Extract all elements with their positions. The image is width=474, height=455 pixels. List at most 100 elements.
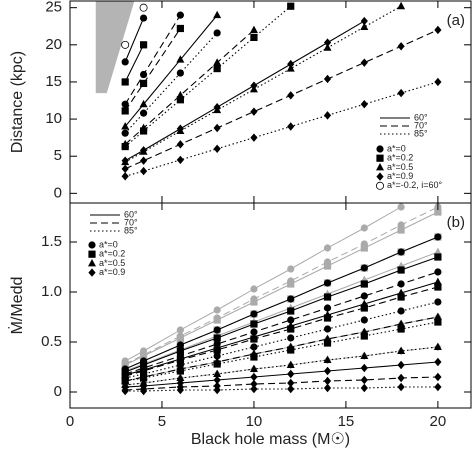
marker <box>434 298 442 306</box>
series-line <box>125 286 439 377</box>
marker <box>360 280 368 288</box>
marker <box>397 203 405 211</box>
series-line <box>125 346 438 386</box>
series-line <box>125 301 439 379</box>
marker <box>360 224 368 232</box>
marker <box>397 325 405 333</box>
y-tick-label: 15 <box>45 73 62 90</box>
marker <box>121 122 130 130</box>
marker <box>249 349 258 357</box>
marker <box>286 321 295 329</box>
marker <box>287 91 295 100</box>
marker <box>323 334 332 342</box>
legend-label: a*=0.9 <box>99 267 125 277</box>
marker <box>323 304 332 312</box>
legend-label: 60° <box>124 209 138 219</box>
marker <box>360 16 368 26</box>
series-line <box>124 7 145 46</box>
marker <box>250 33 258 41</box>
marker <box>287 369 295 379</box>
y-tick-label: 0 <box>54 383 62 400</box>
marker <box>397 307 405 315</box>
marker <box>287 295 295 303</box>
y-axis-label: Distance (kpc) <box>9 51 26 153</box>
marker <box>360 363 368 373</box>
marker <box>360 22 369 30</box>
y-tick-label: 1.5 <box>41 233 62 250</box>
marker <box>323 376 332 386</box>
legend-label: 70° <box>124 217 138 227</box>
marker <box>434 382 442 392</box>
marker <box>88 268 96 277</box>
marker <box>360 304 368 312</box>
marker <box>139 146 148 155</box>
marker <box>213 144 221 153</box>
marker <box>250 328 258 336</box>
plot-area <box>95 1 442 181</box>
marker <box>250 310 258 318</box>
marker <box>213 352 221 360</box>
marker <box>176 24 184 33</box>
series-line <box>124 206 439 365</box>
marker <box>139 99 148 108</box>
marker <box>250 320 258 328</box>
marker <box>397 346 406 354</box>
panel-label: (a) <box>447 12 465 29</box>
marker <box>397 226 405 234</box>
marker <box>323 43 332 51</box>
marker <box>139 352 148 360</box>
panel-frame <box>69 202 472 409</box>
marker <box>397 248 405 256</box>
marker <box>434 318 442 326</box>
y-tick-label: 10 <box>45 110 62 127</box>
marker <box>121 107 129 115</box>
marker <box>360 100 368 109</box>
marker <box>376 154 384 162</box>
marker <box>287 307 295 315</box>
series-line <box>125 386 438 392</box>
marker <box>250 384 258 394</box>
marker <box>249 25 258 33</box>
marker <box>139 70 148 79</box>
marker <box>323 339 332 347</box>
marker <box>397 280 405 288</box>
marker <box>323 293 332 301</box>
marker <box>139 3 148 12</box>
marker <box>121 164 129 174</box>
marker <box>397 88 405 98</box>
marker <box>176 90 185 99</box>
marker <box>213 102 221 112</box>
marker <box>397 382 405 392</box>
marker <box>213 123 221 133</box>
marker <box>176 11 184 19</box>
marker <box>434 283 442 291</box>
legend-label: 85° <box>124 225 138 235</box>
marker <box>176 326 184 334</box>
marker <box>287 265 295 273</box>
series-line <box>124 211 439 366</box>
marker <box>88 250 96 258</box>
x-tick-label: 15 <box>338 413 355 430</box>
marker <box>287 2 295 10</box>
marker <box>139 109 148 117</box>
series-line <box>124 29 255 145</box>
marker <box>287 316 295 324</box>
series-line <box>124 20 365 162</box>
series-line <box>124 206 402 362</box>
y-tick-label: 25 <box>45 0 62 16</box>
marker <box>176 96 184 104</box>
series-line <box>124 256 439 373</box>
marker <box>434 357 442 367</box>
marker <box>287 280 295 288</box>
series-line <box>125 271 439 375</box>
marker <box>176 364 185 372</box>
marker <box>139 361 148 369</box>
marker <box>250 298 258 306</box>
marker <box>323 74 332 84</box>
marker <box>250 107 258 116</box>
marker <box>323 310 332 318</box>
x-tick-label: 20 <box>430 413 447 430</box>
marker <box>397 293 405 301</box>
marker <box>360 383 368 393</box>
